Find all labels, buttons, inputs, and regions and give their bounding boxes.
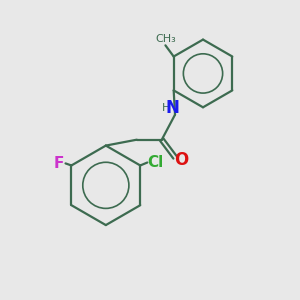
Text: H: H xyxy=(161,103,170,113)
Text: Cl: Cl xyxy=(147,155,164,170)
Text: O: O xyxy=(174,151,189,169)
Text: F: F xyxy=(54,156,64,171)
Text: CH₃: CH₃ xyxy=(155,34,176,44)
Text: N: N xyxy=(166,99,180,117)
